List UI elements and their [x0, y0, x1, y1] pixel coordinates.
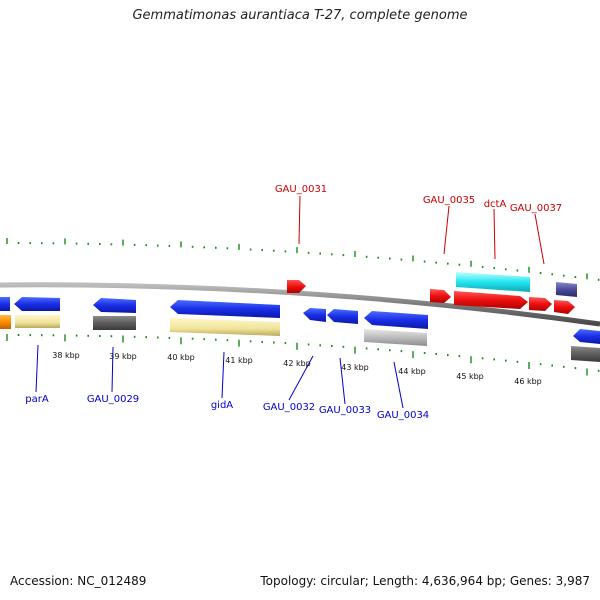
label-GAU_0032[interactable]: GAU_0032	[263, 402, 315, 413]
leader-GAU_0034	[393, 361, 404, 409]
label-GAU_0029[interactable]: GAU_0029	[87, 394, 139, 405]
leader-GAU_0029	[111, 346, 114, 393]
reverse-cog-boxes	[0, 315, 600, 362]
leader-GAU_0031	[298, 195, 301, 245]
chromosome-backbone	[0, 282, 600, 327]
cog-box-dctA	[456, 272, 530, 292]
scale-label-41kbp: 41 kbp	[225, 356, 253, 365]
label-GAU_0031[interactable]: GAU_0031	[275, 184, 327, 195]
leader-GAU_0032	[288, 355, 314, 401]
accession-text: Accession: NC_012489	[10, 574, 147, 588]
leader-GAU_0035	[443, 205, 450, 255]
scale-label-40kbp: 40 kbp	[167, 353, 195, 362]
map-title: Gemmatimonas aurantiaca T-27, complete g…	[132, 8, 468, 23]
reverse-gene-labels: parA GAU_0029 gidA GAU_0032 GAU_0033 GAU…	[25, 394, 429, 421]
reverse-strand-genes	[0, 297, 600, 344]
label-gidA[interactable]: gidA	[211, 400, 233, 411]
reverse-label-leaders	[35, 344, 404, 409]
cog-box-parA	[15, 315, 60, 328]
scale-label-45kbp: 45 kbp	[456, 372, 484, 381]
leader-GAU_0033	[339, 357, 346, 405]
genome-stats-text: Topology: circular; Length: 4,636,964 bp…	[260, 574, 590, 588]
gene-arrow-GAU_0037[interactable]	[554, 300, 575, 314]
gene-arrow-parA[interactable]	[14, 297, 60, 311]
scale-label-39kbp: 39 kbp	[109, 352, 137, 361]
label-GAU_0037[interactable]: GAU_0037	[510, 203, 562, 214]
cog-box-gidA	[170, 318, 280, 336]
gene-arrow-red-4[interactable]	[529, 297, 552, 311]
gene-arrow-GAU_0031[interactable]	[287, 280, 306, 293]
leader-parA	[35, 344, 39, 393]
label-dctA[interactable]: dctA	[484, 199, 507, 210]
forward-label-leaders	[298, 195, 545, 265]
scale-labels: 38 kbp 39 kbp 40 kbp 41 kbp 42 kbp 43 kb…	[52, 351, 542, 386]
forward-gene-labels: GAU_0031 GAU_0035 dctA GAU_0037	[275, 184, 562, 214]
scale-label-38kbp: 38 kbp	[52, 351, 80, 360]
label-GAU_0035[interactable]: GAU_0035	[423, 195, 475, 206]
label-GAU_0034[interactable]: GAU_0034	[377, 410, 429, 421]
forward-strand-genes	[287, 280, 575, 314]
gene-arrow-partial-right[interactable]	[573, 329, 600, 344]
scale-label-43kbp: 43 kbp	[341, 363, 369, 372]
gene-arrow-GAU_0032[interactable]	[303, 308, 326, 322]
cog-box-partial-right	[571, 346, 600, 362]
gene-arrow-GAU_0029[interactable]	[93, 298, 136, 313]
gene-arrow-gidA[interactable]	[170, 300, 280, 318]
cog-box-GAU_0037	[556, 282, 577, 297]
scale-label-42kbp: 42 kbp	[283, 359, 311, 368]
gene-arrow-GAU_0035[interactable]	[430, 289, 451, 303]
scale-label-44kbp: 44 kbp	[398, 367, 426, 376]
gene-arrow-partial-left[interactable]	[0, 297, 10, 311]
gene-arrow-GAU_0033[interactable]	[327, 309, 358, 324]
forward-cog-boxes	[456, 272, 577, 297]
leader-dctA	[493, 208, 496, 260]
cog-box-orange	[0, 315, 11, 329]
leader-gidA	[221, 351, 225, 399]
cog-box-GAU_0029	[93, 316, 136, 330]
cog-box-GAU_0034	[364, 329, 427, 346]
outer-tick-ring	[6, 238, 600, 281]
gene-arrow-GAU_0034[interactable]	[364, 311, 428, 329]
inner-tick-ring	[6, 334, 600, 376]
leader-GAU_0037	[534, 213, 545, 265]
label-GAU_0033[interactable]: GAU_0033	[319, 405, 371, 416]
label-parA[interactable]: parA	[25, 394, 49, 405]
scale-label-46kbp: 46 kbp	[514, 377, 542, 386]
gene-arrow-dctA[interactable]	[454, 291, 528, 309]
